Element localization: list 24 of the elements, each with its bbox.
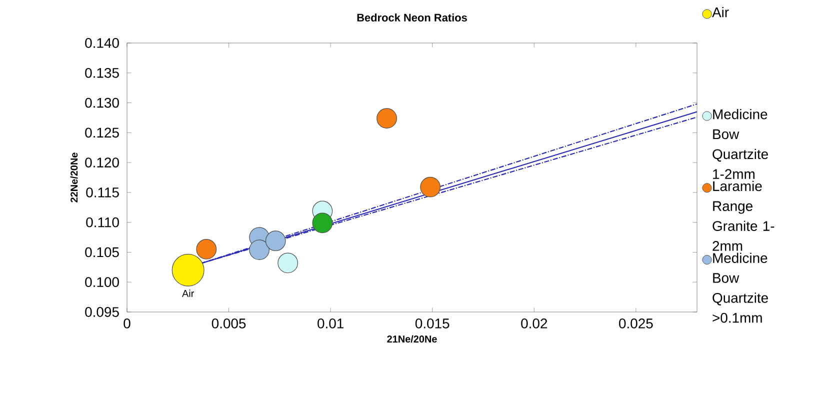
y-tick-label: 0.110	[86, 217, 119, 228]
annotation: Air	[182, 290, 194, 297]
y-tick-label: 0.105	[85, 247, 119, 258]
legend-label: Air	[712, 6, 729, 18]
legend-label: Laramie Range Granite 1-2mm	[712, 180, 774, 251]
y-tick-label: 0.115	[86, 187, 119, 198]
chart-title: Bedrock Neon Ratios	[357, 13, 467, 22]
x-tick-label: 0.005	[212, 318, 246, 328]
x-tick-label: 0.025	[619, 318, 653, 328]
legend-label: Medicine Bow Quartzite >0.1mm	[712, 252, 768, 323]
y-tick-label: 0.120	[85, 158, 119, 168]
y-tick-label: 0.140	[85, 38, 119, 48]
y-tick-label: 0.130	[85, 98, 119, 108]
y-tick-label: 0.095	[85, 307, 119, 317]
legend-label: Medicine Bow Quartzite 1-2mm	[712, 108, 768, 179]
x-axis-title: 21Ne/20Ne	[387, 335, 437, 343]
x-tick-label: 0	[124, 318, 130, 328]
y-tick-label: 0.125	[85, 128, 119, 138]
x-tick-label: 0.015	[415, 318, 450, 328]
x-tick-label: 0.01	[318, 318, 344, 328]
y-tick-label: 0.100	[85, 277, 119, 288]
y-axis-title: 22Ne/20Ne	[70, 152, 78, 202]
x-tick-label: 0.02	[521, 318, 548, 328]
y-tick-label: 0.135	[85, 68, 119, 78]
